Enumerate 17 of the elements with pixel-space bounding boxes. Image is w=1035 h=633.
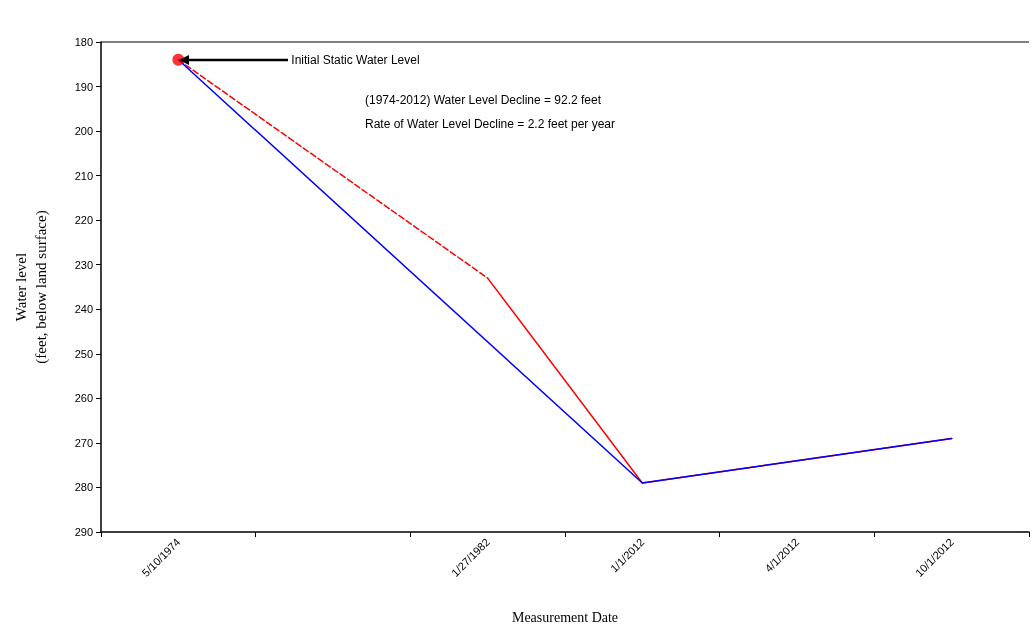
annotation: Initial Static Water Level (291, 52, 420, 67)
y-tick-label: 260 (74, 392, 93, 405)
annotation: Rate of Water Level Decline = 2.2 feet per year (365, 117, 616, 131)
y-tick-label: 200 (74, 125, 93, 138)
y-tick-label: 210 (74, 169, 93, 182)
y-tick-label: 290 (74, 526, 93, 538)
y-tick-label: 270 (74, 436, 93, 449)
y-tick-label: 230 (74, 258, 93, 271)
y-tick-label: 190 (74, 80, 93, 93)
y-axis-title: Water level (feet, below land surface) (13, 210, 50, 364)
annotation: (1974-2012) Water Level Decline = 92.2 feet (365, 93, 602, 107)
y-tick-label: 250 (74, 347, 93, 360)
y-tick-label: 220 (74, 214, 93, 227)
x-axis-title: Measurement Date (511, 609, 619, 625)
y-tick-label: 240 (74, 303, 93, 316)
y-tick-label: 280 (74, 481, 93, 494)
y-tick-label: 180 (74, 36, 93, 48)
